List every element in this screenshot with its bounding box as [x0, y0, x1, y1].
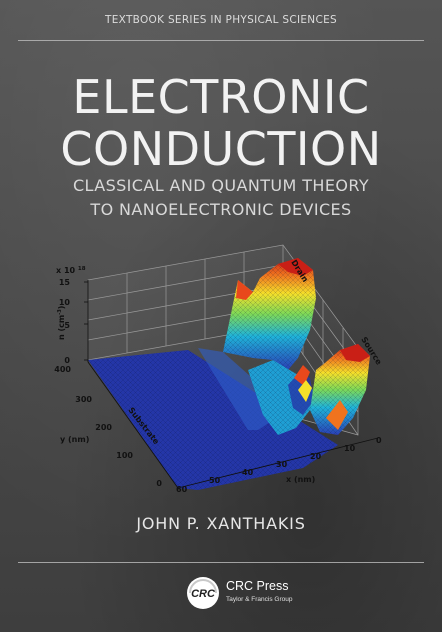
x-tick: 10 — [344, 444, 356, 453]
crc-logo-icon: CRC — [187, 577, 219, 609]
bottom-rule — [18, 562, 424, 563]
z-axis-label: n (cm-3) — [57, 306, 66, 340]
drain-ridge — [223, 258, 316, 370]
x-tick: 50 — [209, 476, 221, 485]
z-tick: 5 — [64, 321, 70, 330]
x-tick: 20 — [310, 452, 322, 461]
publisher-name: CRC Press — [226, 579, 289, 593]
y-tick: 200 — [95, 423, 112, 432]
z-tick: 10 — [59, 298, 71, 307]
source-ridge — [294, 344, 370, 435]
series-label: TEXTBOOK SERIES IN PHYSICAL SCIENCES — [105, 14, 337, 26]
z-tick: 15 — [59, 278, 71, 287]
title-line-2: CONDUCTION — [60, 122, 382, 176]
y-tick: 300 — [75, 395, 92, 404]
density-surface-plot: x 10 18 15 10 5 0 n (cm-3) 400 300 200 1… — [54, 244, 384, 494]
x-tick: 30 — [276, 460, 288, 469]
title-line-1: ELECTRONIC — [72, 70, 370, 124]
x-axis-label: x (nm) — [286, 475, 315, 484]
scale-label: x 10 — [56, 266, 76, 275]
y-tick: 100 — [116, 451, 133, 460]
top-rule — [18, 40, 424, 41]
x-tick: 0 — [376, 436, 382, 445]
x-tick: 60 — [176, 485, 188, 494]
y-tick: 400 — [54, 365, 71, 374]
x-tick: 40 — [242, 468, 254, 477]
publisher-block: CRC CRC Press Taylor & Francis Group — [186, 576, 326, 612]
subtitle-line-1: CLASSICAL AND QUANTUM THEORY — [72, 176, 370, 195]
y-axis-label: y (nm) — [60, 435, 89, 444]
z-tick: 0 — [64, 356, 70, 365]
scale-exponent: 18 — [78, 266, 86, 272]
axes — [87, 280, 379, 489]
author-name: JOHN P. XANTHAKIS — [136, 514, 306, 533]
svg-text:x 10 18: x 10 18 — [56, 266, 86, 275]
subtitle-line-2: TO NANOELECTRONIC DEVICES — [90, 200, 352, 219]
publisher-tagline: Taylor & Francis Group — [226, 596, 293, 603]
crc-logo-text: CRC — [191, 588, 216, 600]
y-tick: 0 — [156, 479, 162, 488]
